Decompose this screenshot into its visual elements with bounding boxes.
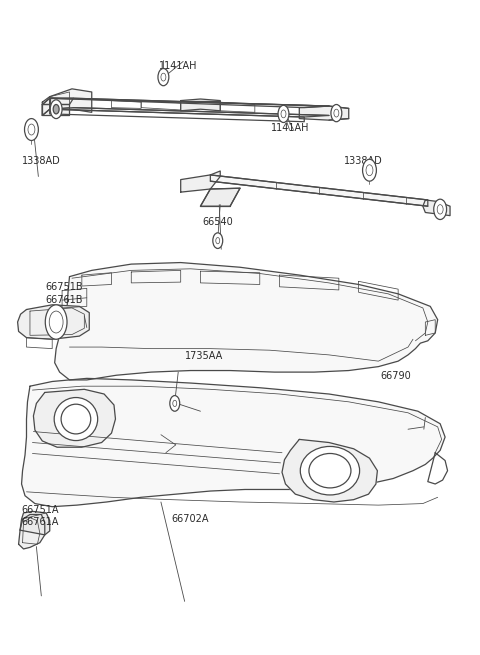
Text: 66540: 66540 [202, 217, 233, 227]
Polygon shape [210, 175, 428, 206]
Text: 66790: 66790 [380, 371, 411, 381]
Ellipse shape [300, 447, 360, 495]
Polygon shape [282, 440, 377, 502]
Polygon shape [55, 263, 438, 380]
Polygon shape [180, 171, 220, 192]
Text: 1338AD: 1338AD [344, 157, 383, 166]
Text: 66702A: 66702A [171, 514, 209, 523]
Text: 66761B: 66761B [46, 295, 83, 305]
Polygon shape [42, 98, 50, 115]
Polygon shape [300, 106, 349, 120]
Polygon shape [423, 200, 450, 215]
Polygon shape [20, 512, 50, 535]
Text: 1338AD: 1338AD [22, 157, 60, 166]
Polygon shape [201, 188, 240, 206]
Text: 1735AA: 1735AA [185, 351, 224, 362]
Text: 66751A: 66751A [22, 504, 59, 515]
Circle shape [331, 105, 342, 122]
Circle shape [278, 105, 289, 122]
Circle shape [213, 233, 223, 248]
Circle shape [170, 396, 180, 411]
Text: 1141AH: 1141AH [159, 61, 198, 71]
Polygon shape [50, 98, 329, 107]
Ellipse shape [54, 398, 97, 441]
Polygon shape [42, 89, 92, 115]
Polygon shape [180, 99, 220, 111]
Circle shape [45, 305, 67, 339]
Circle shape [53, 105, 59, 114]
Circle shape [434, 199, 446, 219]
Polygon shape [42, 98, 73, 105]
Circle shape [24, 119, 38, 140]
Polygon shape [34, 389, 116, 447]
Circle shape [362, 159, 376, 181]
Polygon shape [50, 107, 329, 117]
Polygon shape [19, 515, 45, 549]
Text: 1141AH: 1141AH [271, 122, 309, 133]
Circle shape [158, 69, 169, 86]
Polygon shape [22, 379, 445, 507]
Text: 66761A: 66761A [22, 517, 59, 527]
Circle shape [50, 100, 62, 119]
Polygon shape [42, 105, 70, 115]
Text: 66751B: 66751B [46, 282, 83, 291]
Polygon shape [18, 305, 89, 339]
